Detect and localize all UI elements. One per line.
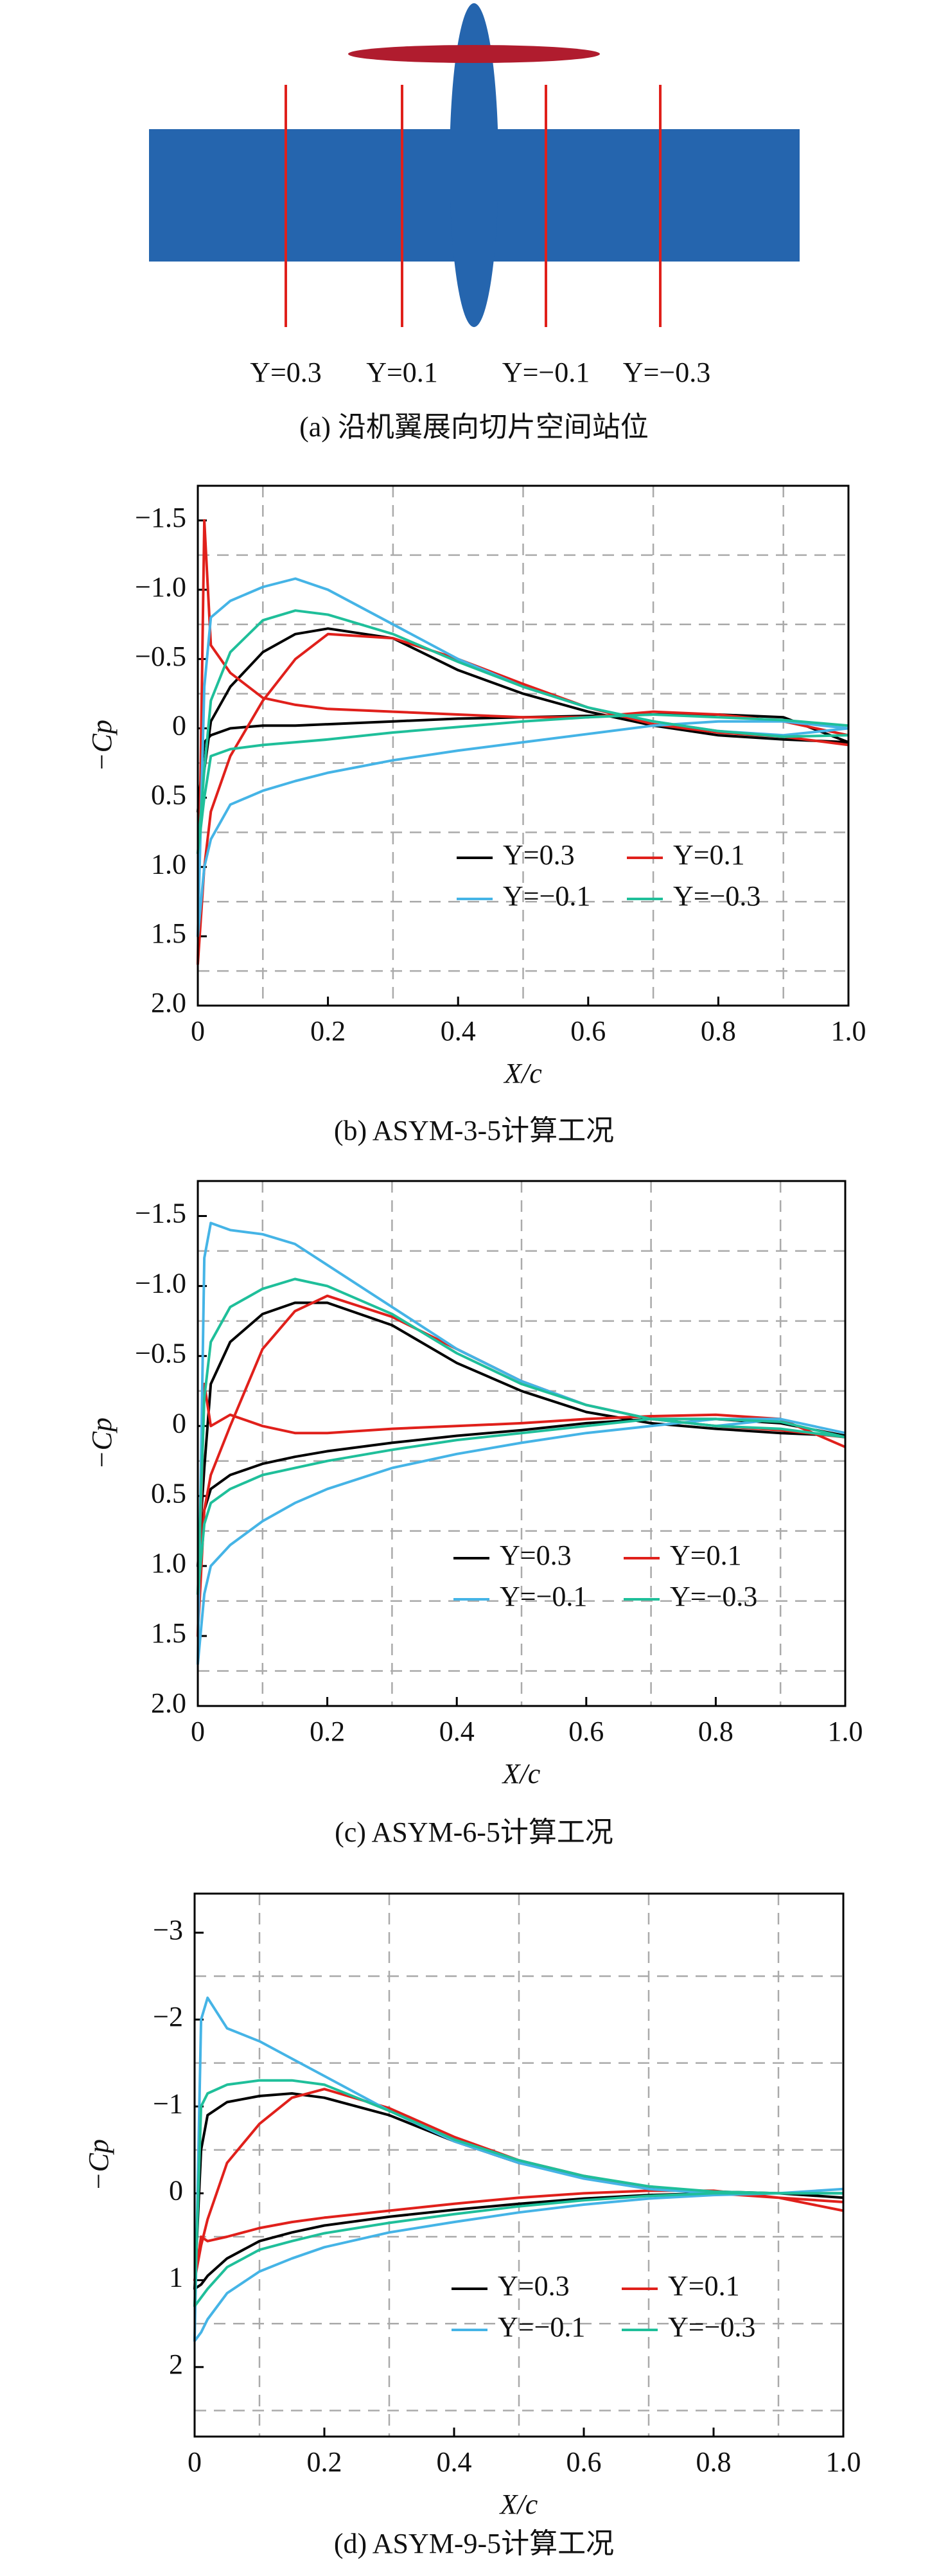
y-tick-label: −2 — [153, 2001, 183, 2032]
slice-label: Y=0.3 — [250, 357, 322, 388]
x-axis-label: X/c — [503, 1058, 542, 1089]
y-tick-label: 0 — [172, 1407, 186, 1439]
slice-label: Y=−0.1 — [502, 357, 590, 388]
legend-label: Y=−0.3 — [673, 880, 760, 912]
legend-label: Y=0.3 — [498, 2270, 570, 2302]
legend-label: Y=−0.1 — [503, 880, 590, 912]
slice-label: Y=−0.3 — [623, 357, 710, 388]
y-tick-label: 0.5 — [151, 1477, 186, 1509]
y-tick-label: −1.5 — [135, 502, 186, 533]
legend-label: Y=0.3 — [503, 839, 575, 871]
x-tick-label: 0.4 — [439, 1716, 475, 1747]
legend-label: Y=−0.1 — [500, 1581, 587, 1612]
x-tick-label: 0.2 — [307, 2446, 342, 2478]
y-tick-label: −0.5 — [135, 1337, 186, 1369]
fuselage — [450, 3, 498, 327]
plot-frame — [197, 484, 850, 1007]
legend-label: Y=0.3 — [500, 1540, 572, 1571]
plot-frame — [193, 1892, 845, 2438]
x-tick-label: 1.0 — [826, 2446, 861, 2478]
x-tick-label: 0.8 — [696, 2446, 732, 2478]
x-tick-label: 1.0 — [831, 1015, 866, 1047]
x-tick-label: 0.8 — [701, 1015, 736, 1047]
caption: (d) ASYM-9-5计算工况 — [334, 2528, 614, 2559]
x-tick-label: 0 — [191, 1716, 205, 1747]
caption: (c) ASYM-6-5计算工况 — [335, 1817, 613, 1848]
x-tick-label: 0.6 — [568, 1716, 604, 1747]
y-tick-label: −3 — [153, 1914, 183, 1946]
y-tick-label: 2 — [169, 2349, 183, 2380]
y-tick-label: 2.0 — [151, 1687, 186, 1719]
caption: (a) 沿机翼展向切片空间站位 — [299, 411, 649, 443]
x-tick-label: 1.0 — [828, 1716, 863, 1747]
y-axis-label: −Cp — [83, 2139, 114, 2191]
y-tick-label: −1.5 — [135, 1198, 186, 1229]
x-tick-label: 0.2 — [310, 1716, 345, 1747]
y-axis-label: −Cp — [86, 1417, 118, 1470]
slice-label: Y=0.1 — [366, 357, 438, 388]
legend-label: Y=−0.3 — [670, 1581, 757, 1612]
y-tick-label: −1 — [153, 2088, 183, 2119]
legend-label: Y=0.1 — [670, 1540, 742, 1571]
y-tick-label: 0 — [169, 2175, 183, 2207]
caption: (b) ASYM-3-5计算工况 — [334, 1115, 614, 1146]
legend-label: Y=−0.3 — [668, 2311, 755, 2343]
y-tick-label: 1.0 — [151, 848, 186, 880]
y-tick-label: 1 — [169, 2262, 183, 2293]
x-tick-label: 0.6 — [566, 2446, 602, 2478]
x-axis-label: X/c — [502, 1758, 541, 1790]
y-tick-label: 1.5 — [151, 918, 186, 949]
y-tick-label: −1.0 — [135, 571, 186, 603]
x-tick-label: 0.4 — [441, 1015, 476, 1047]
plot-frame — [197, 1180, 847, 1707]
x-tick-label: 0.2 — [310, 1015, 346, 1047]
y-tick-label: −1.0 — [135, 1267, 186, 1299]
y-tick-label: 1.0 — [151, 1547, 186, 1579]
legend-label: Y=0.1 — [673, 839, 745, 871]
y-tick-label: 1.5 — [151, 1617, 186, 1649]
y-tick-label: 0.5 — [151, 779, 186, 810]
y-tick-label: 2.0 — [151, 987, 186, 1018]
x-tick-label: 0.4 — [437, 2446, 472, 2478]
x-tick-label: 0 — [188, 2446, 202, 2478]
legend-label: Y=0.1 — [668, 2270, 740, 2302]
aircraft-diagram: Y=0.3 Y=0.1 Y=−0.1 Y=−0.3 (a) 沿机翼展向切片空间站… — [149, 3, 800, 443]
legend-label: Y=−0.1 — [498, 2311, 585, 2343]
x-axis-label: X/c — [499, 2489, 538, 2520]
y-tick-label: −0.5 — [135, 641, 186, 672]
y-tick-label: 0 — [172, 710, 186, 742]
y-axis-label: −Cp — [86, 720, 118, 772]
x-tick-label: 0 — [191, 1015, 205, 1047]
x-tick-label: 0.6 — [570, 1015, 606, 1047]
horizontal-tail — [348, 45, 600, 63]
x-tick-label: 0.8 — [698, 1716, 733, 1747]
